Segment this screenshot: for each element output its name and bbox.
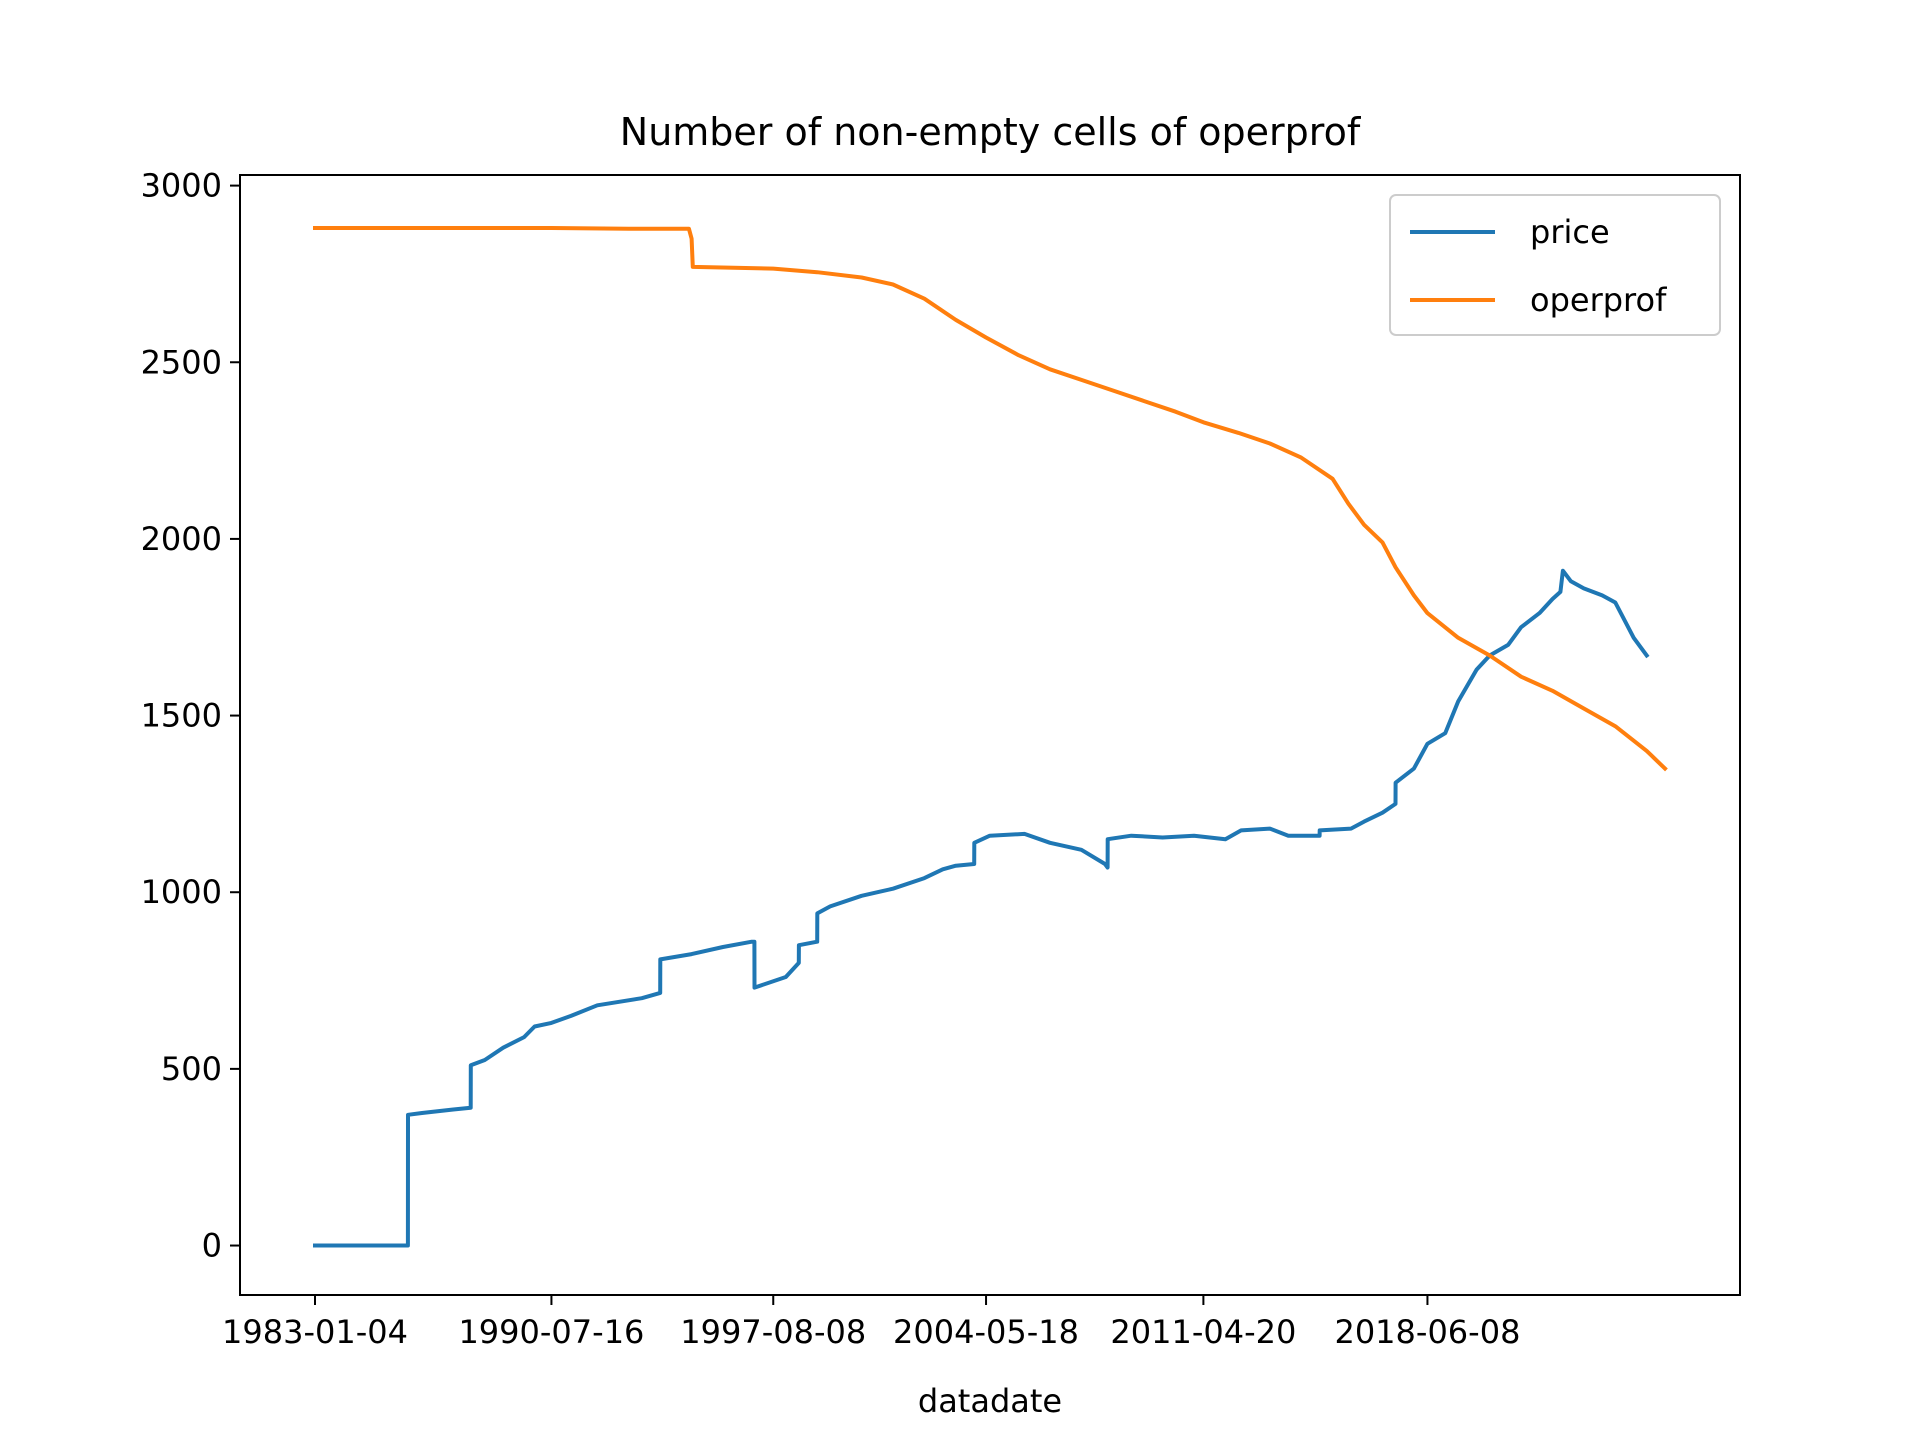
- x-axis-label: datadate: [918, 1382, 1062, 1420]
- y-tick-label: 2000: [141, 520, 222, 558]
- y-tick-label: 1000: [141, 873, 222, 911]
- y-tick-label: 3000: [141, 167, 222, 205]
- y-tick-label: 500: [161, 1050, 222, 1088]
- chart-title: Number of non-empty cells of operprof: [620, 110, 1362, 154]
- y-tick-label: 1500: [141, 697, 222, 735]
- x-axis: 1983-01-04 1990-07-16 1997-08-08 2004-05-18…: [222, 1295, 1520, 1351]
- legend: price operprof: [1389, 194, 1721, 336]
- legend-label-price: price: [1530, 213, 1610, 251]
- plot-frame: [239, 174, 1741, 1296]
- series-line-operprof: [313, 226, 1668, 772]
- x-tick-label: 1990-07-16: [458, 1313, 644, 1351]
- plot-area: [239, 174, 1741, 1296]
- series-layer: [313, 226, 1668, 1248]
- legend-label-operprof: operprof: [1530, 281, 1667, 319]
- x-tick-label: 2004-05-18: [893, 1313, 1079, 1351]
- series-line-price: [313, 568, 1650, 1248]
- x-tick-label: 2018-06-08: [1334, 1313, 1520, 1351]
- x-tick-label: 1983-01-04: [222, 1313, 408, 1351]
- x-tick-label: 2011-04-20: [1110, 1313, 1296, 1351]
- y-axis: 0 500 1000 1500 2000 2500 3000: [141, 167, 240, 1265]
- y-tick-label: 2500: [141, 343, 222, 381]
- x-tick-label: 1997-08-08: [680, 1313, 866, 1351]
- y-tick-label: 0: [202, 1227, 222, 1265]
